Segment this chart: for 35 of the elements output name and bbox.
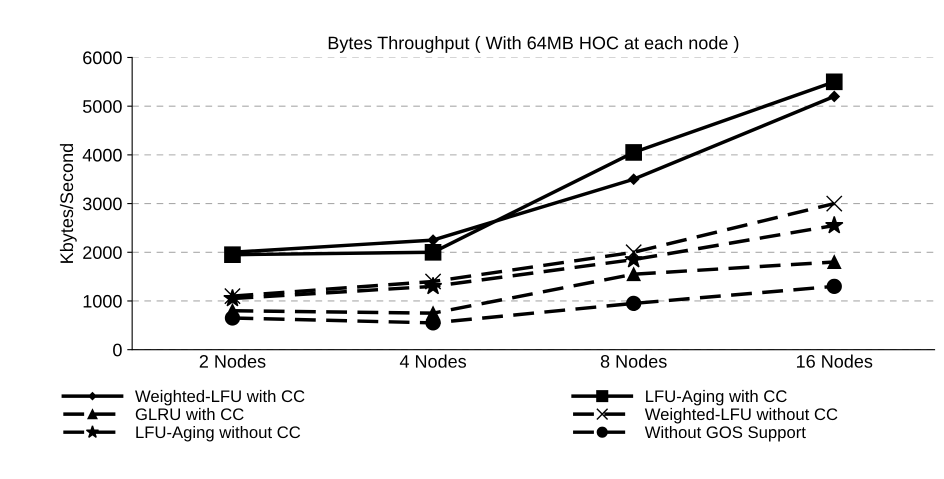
legend-label: GLRU with CC <box>136 408 244 420</box>
x-tick-label: 4 Nodes <box>400 354 466 368</box>
point <box>824 216 844 234</box>
chart-title: Bytes Throughput ( With 64MB HOC at each node ) <box>328 36 738 53</box>
x-tick-label: 2 Nodes <box>200 354 266 368</box>
point <box>424 244 442 261</box>
point <box>626 267 641 282</box>
point <box>625 144 642 161</box>
legend-label: LFU-Aging without CC <box>136 426 300 442</box>
point <box>826 195 843 212</box>
y-tick-label: 0 <box>113 344 122 356</box>
point <box>826 278 842 294</box>
point <box>624 250 643 268</box>
point <box>828 90 840 102</box>
point <box>626 296 642 312</box>
x-tick-label: 16 Nodes <box>796 354 872 368</box>
legend-label: Without GOS Support <box>644 426 806 442</box>
y-tick-label: 2000 <box>83 246 122 259</box>
point <box>826 73 843 90</box>
legend-label: Weighted-LFU with CC <box>135 390 304 406</box>
x-tick-label: 8 Nodes <box>600 354 667 368</box>
point <box>827 255 842 269</box>
point <box>224 310 240 326</box>
point <box>625 244 642 261</box>
point <box>424 276 442 294</box>
y-axis-title: Kbytes/Second <box>60 144 77 263</box>
point <box>224 246 241 264</box>
y-tick-label: 1000 <box>84 294 122 308</box>
y-tick-label: 6000 <box>83 51 122 64</box>
y-tick-label: 3000 <box>82 198 122 210</box>
point <box>628 174 640 185</box>
legend-label: LFU-Aging with CC <box>646 390 787 406</box>
legend-label: Weighted-LFU without CC <box>644 408 838 424</box>
y-tick-label: 4000 <box>82 148 122 162</box>
y-tick-label: 5000 <box>83 100 122 113</box>
